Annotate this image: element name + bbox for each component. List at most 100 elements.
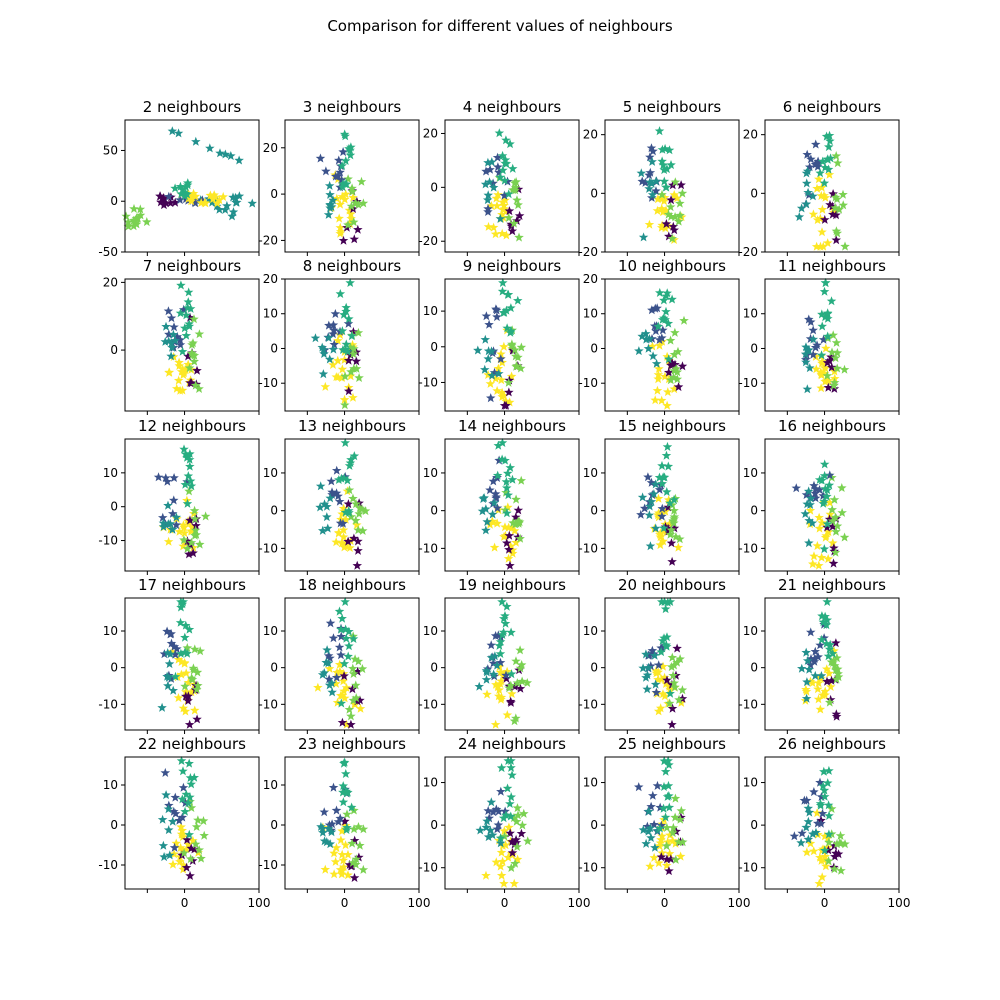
point-star — [496, 676, 506, 686]
point-star — [803, 486, 814, 496]
point-star — [664, 698, 675, 708]
point-star — [344, 704, 355, 714]
point-star — [326, 476, 337, 486]
y-tick-label: 0 — [750, 818, 758, 832]
point-star — [338, 525, 349, 535]
point-star — [640, 177, 651, 187]
y-tick-label: 10 — [103, 624, 118, 638]
point-star — [649, 819, 659, 829]
point-star — [653, 194, 663, 204]
point-star — [343, 787, 353, 797]
point-star — [661, 450, 672, 460]
point-star — [667, 719, 677, 729]
point-star — [804, 345, 814, 355]
point-star — [123, 217, 134, 227]
x-tick-label: 100 — [888, 896, 911, 910]
point-star — [831, 210, 841, 220]
point-star — [665, 202, 676, 212]
point-star — [511, 656, 521, 666]
point-star — [192, 667, 203, 677]
point-star — [661, 291, 671, 301]
y-tick-label: 10 — [583, 466, 598, 480]
point-star — [669, 365, 679, 375]
point-star — [317, 342, 327, 352]
point-star — [188, 338, 198, 348]
point-star — [499, 531, 509, 541]
point-star — [337, 191, 348, 201]
point-star — [816, 190, 826, 200]
point-star — [829, 383, 840, 393]
point-star — [335, 496, 345, 506]
point-star — [511, 494, 521, 504]
point-star — [177, 599, 188, 609]
point-star — [485, 164, 495, 174]
point-star — [634, 782, 644, 792]
point-star — [488, 807, 499, 817]
point-star — [169, 473, 179, 482]
point-star — [817, 518, 827, 527]
point-star — [507, 474, 518, 484]
point-star — [162, 648, 173, 657]
point-star — [175, 856, 185, 866]
point-star — [512, 854, 523, 864]
point-star — [789, 831, 800, 841]
y-tick-label: 0 — [270, 818, 278, 832]
point-star — [666, 662, 677, 672]
point-star — [486, 201, 497, 210]
point-star — [175, 181, 186, 191]
point-star — [184, 758, 194, 768]
y-tick-label: 0 — [430, 504, 438, 518]
point-star — [323, 823, 334, 833]
point-star — [158, 840, 169, 850]
scatter-points — [634, 287, 689, 410]
point-star — [492, 660, 502, 670]
point-star — [522, 678, 532, 687]
point-star — [179, 528, 190, 538]
point-star — [166, 313, 177, 323]
point-star — [496, 870, 507, 880]
point-star — [824, 514, 835, 524]
axes-frame — [284, 438, 420, 572]
point-star — [814, 878, 824, 888]
point-star — [821, 343, 831, 353]
point-star — [339, 658, 350, 668]
point-star — [513, 516, 523, 526]
point-star — [186, 673, 197, 683]
point-star — [168, 816, 178, 826]
point-star — [503, 490, 513, 500]
point-star — [668, 835, 678, 845]
scatter-points — [636, 441, 685, 566]
point-star — [332, 193, 342, 203]
subplot-14: 15 neighbours -10 0 10 — [578, 417, 740, 575]
point-star — [657, 336, 667, 346]
point-star — [654, 858, 664, 868]
point-star — [666, 538, 677, 548]
point-star — [677, 685, 688, 695]
point-star — [184, 719, 195, 729]
point-star — [502, 508, 512, 518]
point-star — [181, 789, 191, 799]
point-star — [662, 822, 672, 832]
point-star — [831, 709, 842, 719]
point-star — [338, 676, 348, 686]
point-star — [349, 451, 360, 461]
axes-frame — [444, 597, 580, 731]
point-star — [821, 638, 832, 648]
point-star — [186, 196, 196, 206]
point-star — [500, 840, 511, 850]
point-star — [338, 518, 348, 528]
point-star — [804, 162, 815, 172]
y-tick-label: 0 — [590, 186, 598, 200]
point-star — [831, 848, 841, 858]
point-star — [674, 695, 684, 704]
point-star — [175, 195, 185, 205]
subplot-title: 2 neighbours — [143, 98, 242, 116]
point-star — [325, 653, 335, 663]
point-star — [802, 149, 812, 159]
point-star — [323, 658, 334, 668]
point-star — [336, 650, 346, 660]
point-star — [501, 396, 511, 406]
y-tick-label: -20 — [578, 245, 598, 259]
subplot-2: 3 neighbours -20 0 20 — [258, 98, 420, 256]
point-star — [173, 128, 184, 138]
